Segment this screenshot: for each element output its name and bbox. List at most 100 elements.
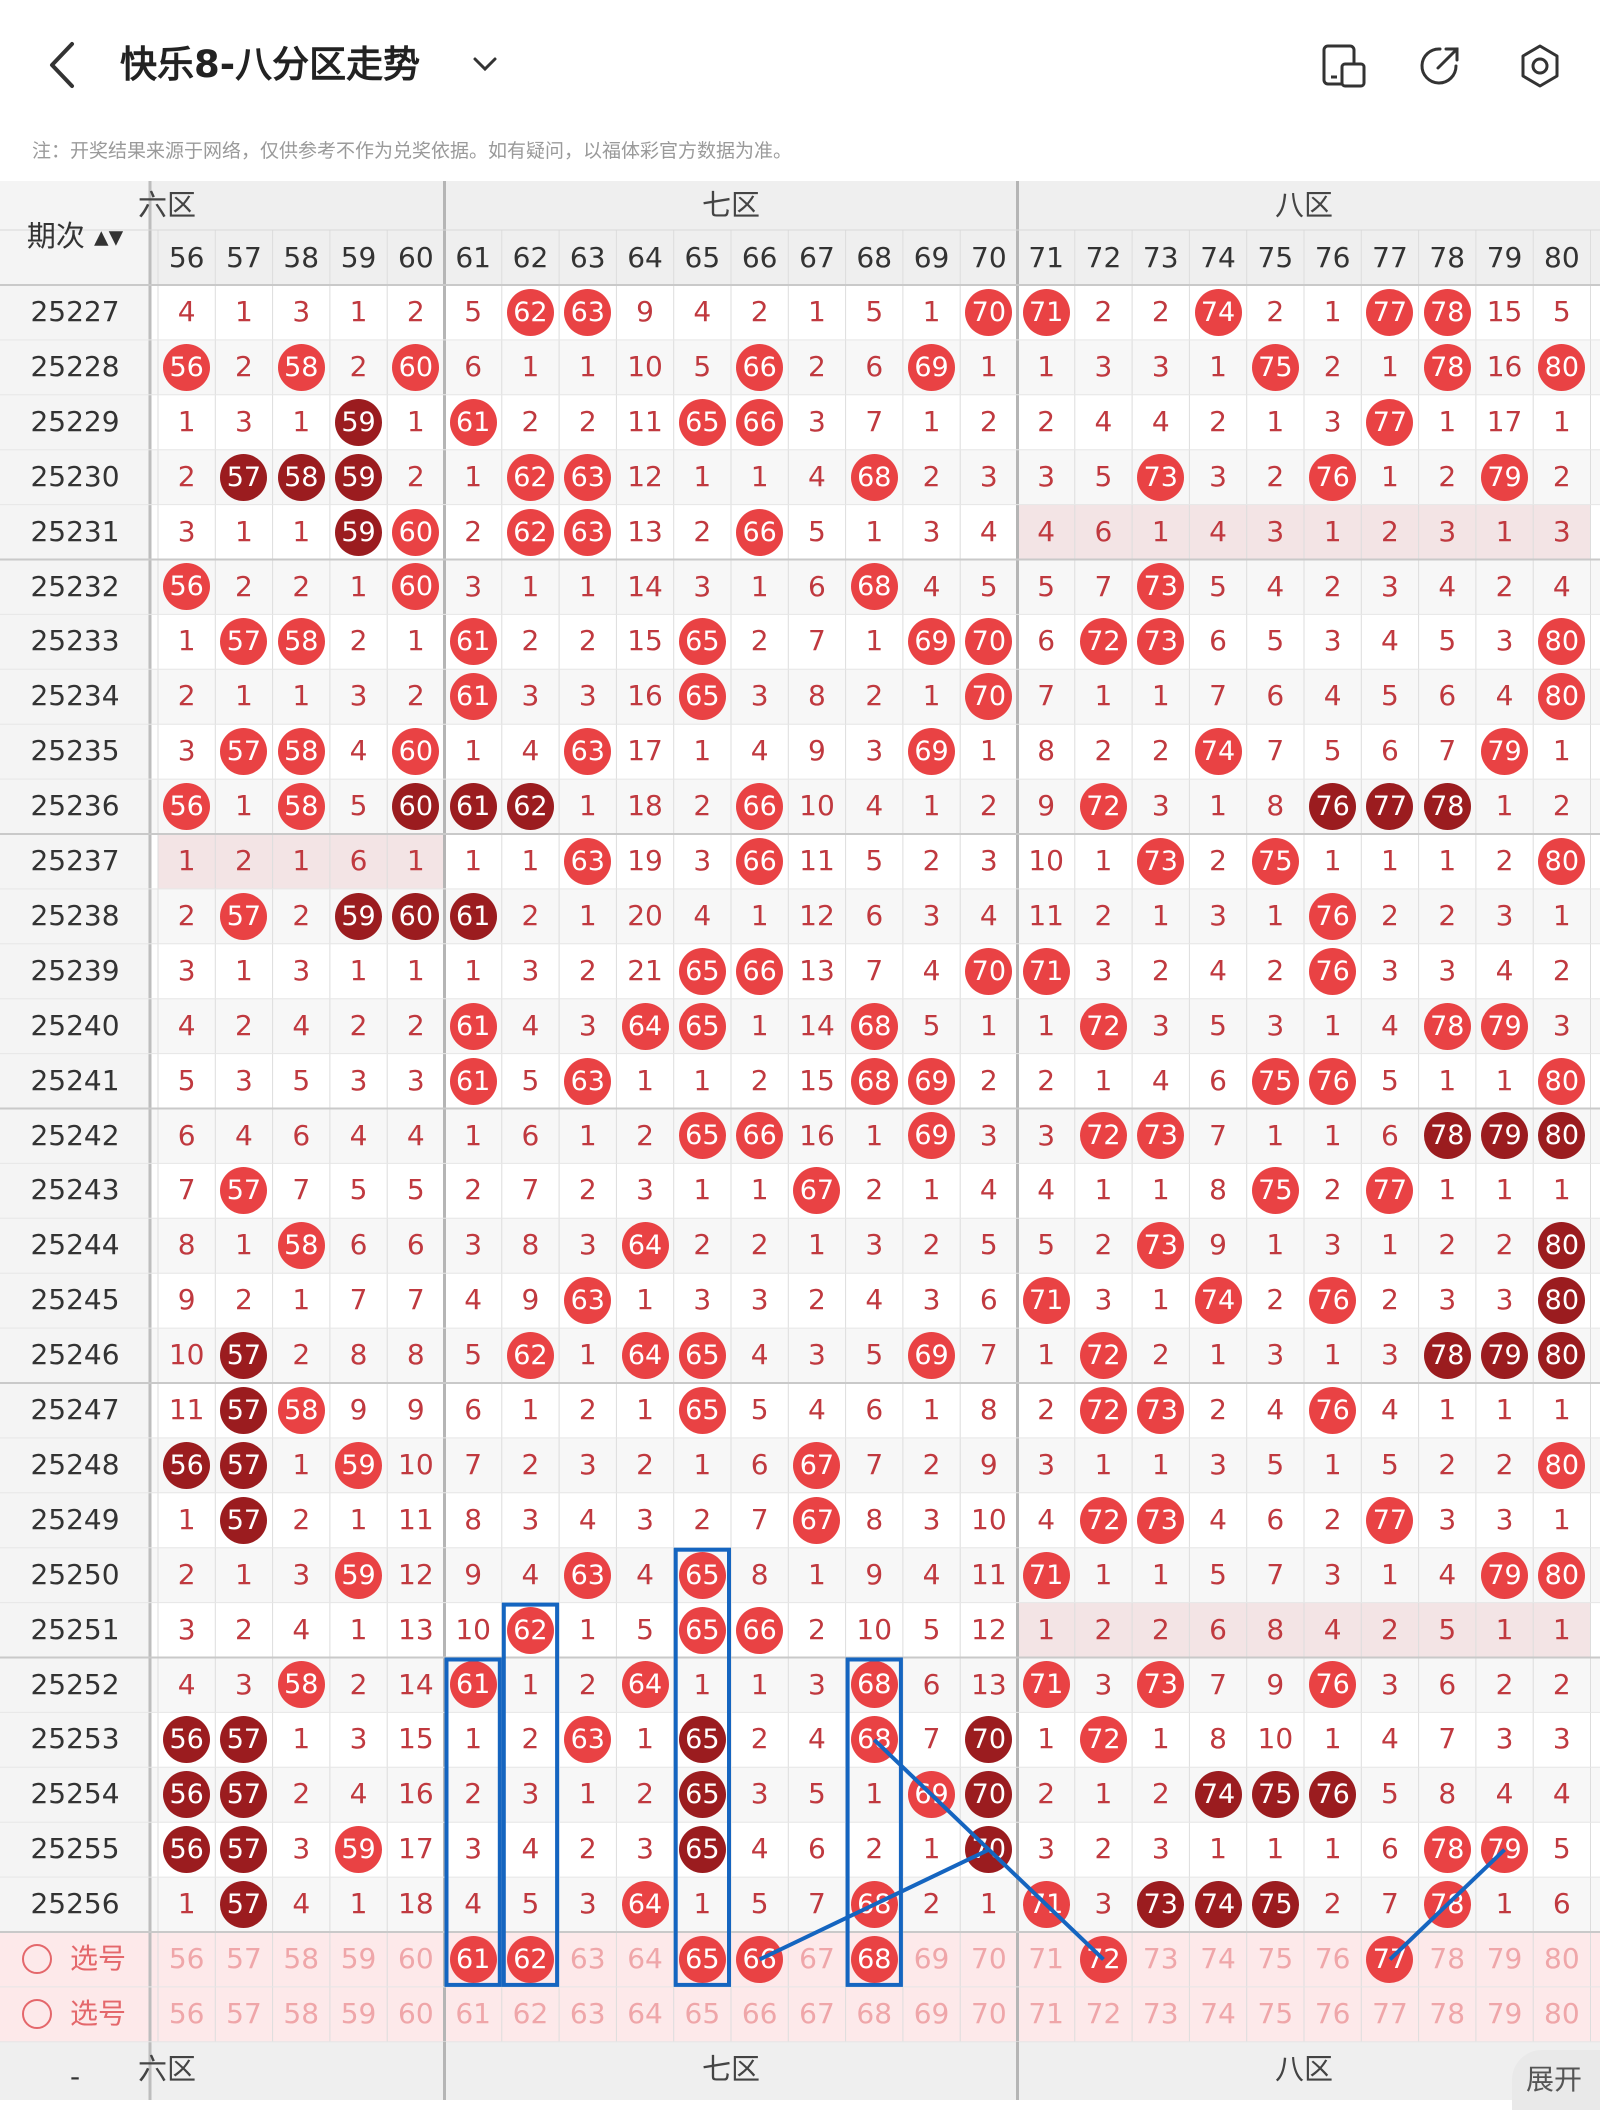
trend-cell-ball: 80 [1538,343,1586,391]
pick-number[interactable]: 69 [913,1996,950,2030]
trend-cell-miss: 2 [235,1008,253,1042]
pick-number[interactable]: 65 [684,1996,721,2030]
trend-cell-ball: 59 [335,1551,383,1599]
pick-number[interactable]: 60 [398,1942,434,1975]
pick-number[interactable]: 70 [971,1996,1007,2030]
pick-number[interactable]: 67 [799,1996,835,2030]
pick-number[interactable]: 57 [226,1942,262,1975]
trend-cell-ball: 58 [277,1661,325,1709]
trend-cell-miss: 7 [865,1447,884,1481]
pick-number[interactable]: 80 [1544,1942,1580,1975]
pick-number[interactable]: 70 [971,1942,1007,1975]
trend-cell-ball: 75 [1251,1881,1299,1929]
pick-number[interactable]: 74 [1200,1996,1236,2030]
pick-row-radio[interactable] [22,1999,52,2030]
trend-cell-ball: 65 [678,1002,726,1050]
pick-number[interactable]: 64 [627,1942,663,1975]
pick-number[interactable]: 59 [340,1996,377,2030]
trend-cell-ball: 74 [1194,728,1242,776]
trend-cell-miss: 3 [235,1667,253,1701]
trend-cell-miss: 3 [1037,1832,1056,1866]
trend-cell-ball: 57 [220,1332,268,1380]
trend-cell-miss: 3 [979,1118,998,1152]
issue-number: 25243 [30,1173,120,1207]
trend-cell-miss: 6 [1381,1118,1399,1152]
pick-number[interactable]: 80 [1544,1996,1580,2030]
pick-number[interactable]: 73 [1142,1942,1179,1975]
trend-cell-miss: 1 [406,953,425,987]
device-icon[interactable] [1320,42,1368,90]
issue-column-header[interactable]: 期次 ▴▾ [26,219,124,253]
pick-number[interactable]: 56 [168,1996,205,2030]
trend-cell-miss: 1 [1266,898,1285,932]
pick-number[interactable]: 79 [1486,1996,1523,2030]
trend-cell-miss: 2 [693,1228,712,1262]
trend-cell-ball: 65 [678,1771,726,1819]
trend-cell-miss: 10 [1257,1722,1294,1756]
trend-cell-miss: 1 [1094,679,1113,713]
pick-number[interactable]: 74 [1200,1942,1236,1975]
pick-number[interactable]: 72 [1085,1996,1122,2030]
pick-number[interactable]: 78 [1429,1942,1466,1975]
trend-cell-miss: 1 [235,679,253,713]
trend-cell-miss: 4 [979,1173,998,1207]
trend-cell-ball: 61 [449,618,497,666]
pick-number[interactable]: 62 [512,1996,549,2030]
trend-cell-miss: 1 [177,844,196,877]
pick-number[interactable]: 60 [398,1996,434,2030]
pick-number[interactable]: 61 [455,1996,491,2030]
pick-number[interactable]: 76 [1314,1996,1351,2030]
trend-cell-miss: 2 [1381,1283,1399,1317]
pick-number[interactable]: 75 [1257,1942,1294,1975]
trend-cell-ball: 65 [678,618,726,666]
pick-number[interactable]: 79 [1486,1942,1523,1975]
trend-cell-ball: 65 [678,947,726,995]
trend-cell-ball: 66 [736,343,784,391]
pick-number[interactable]: 64 [627,1996,663,2030]
trend-cell-ball: 76 [1309,1771,1357,1819]
share-icon[interactable] [1416,42,1464,90]
chevron-down-icon[interactable] [470,52,500,76]
expand-button[interactable]: 展开 [1512,2050,1600,2110]
trend-cell-miss: 1 [1323,844,1342,877]
pick-number[interactable]: 56 [168,1942,205,1975]
pick-number[interactable]: 78 [1429,1996,1466,2030]
trend-cell-ball: 68 [850,1661,898,1709]
pick-number[interactable]: 71 [1028,1996,1064,2030]
pick-number[interactable]: 73 [1142,1996,1179,2030]
trend-cell-miss: 2 [1037,1393,1056,1426]
pick-number[interactable]: 63 [569,1942,606,1975]
trend-cell-ball: 57 [220,1716,268,1764]
trend-cell-ball: 78 [1423,1002,1471,1050]
back-icon[interactable] [40,38,84,92]
trend-cell-ball: 66 [736,1606,784,1654]
trend-cell-miss: 6 [464,349,483,383]
pick-number[interactable]: 77 [1372,1996,1408,2030]
pick-number[interactable]: 68 [856,1996,893,2030]
pick-number[interactable]: 58 [283,1996,320,2030]
trend-cell-miss: 7 [1037,679,1056,713]
trend-cell-ball: 79 [1481,1826,1529,1874]
trend-cell-ball: 63 [564,1716,612,1764]
pick-number[interactable]: 75 [1257,1996,1294,2030]
pick-number[interactable]: 69 [913,1942,950,1975]
trend-cell-ball: 74 [1194,288,1242,336]
trend-cell-ball: 68 [850,1881,898,1929]
trend-cell-ball: 66 [736,837,784,885]
pick-number[interactable]: 59 [340,1942,377,1975]
trend-cell-miss: 5 [406,1173,425,1207]
trend-cell-miss: 2 [177,898,196,932]
pick-number[interactable]: 71 [1028,1942,1064,1975]
trend-cell-ball: 75 [1251,837,1299,885]
pick-number[interactable]: 57 [226,1996,262,2030]
trend-cell-ball: 59 [335,508,383,556]
pick-number[interactable]: 67 [799,1942,835,1975]
pick-row-radio[interactable] [22,1944,52,1975]
pick-number[interactable]: 58 [283,1942,320,1975]
trend-cell-miss: 1 [1266,1832,1285,1866]
settings-icon[interactable] [1516,42,1564,90]
trend-cell-miss: 2 [636,1777,654,1811]
pick-number[interactable]: 76 [1314,1942,1351,1975]
pick-number[interactable]: 66 [741,1996,778,2030]
pick-number[interactable]: 63 [569,1996,606,2030]
